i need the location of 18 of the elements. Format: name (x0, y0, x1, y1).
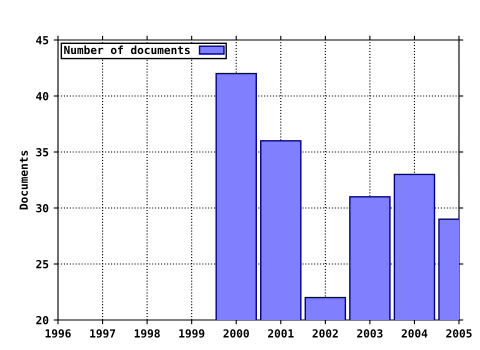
x-tick-label: 2003 (357, 329, 383, 338)
y-tick-label: 20 (36, 316, 48, 324)
x-tick-label: 1996 (46, 329, 71, 338)
x-tick-label: 1997 (90, 329, 116, 338)
x-tick-label: 2000 (223, 329, 249, 338)
legend-label: Number of documents (64, 46, 190, 54)
y-axis-title: Documents (20, 150, 28, 210)
y-tick-label: 25 (36, 260, 48, 268)
x-tick-label: 2001 (268, 329, 294, 338)
x-tick-label: 1998 (134, 329, 160, 338)
y-tick-label: 35 (36, 148, 48, 156)
y-tick-label: 40 (36, 92, 48, 100)
x-tick-label: 2004 (402, 329, 428, 338)
x-tick-label: 2005 (446, 329, 472, 338)
y-tick-label: 45 (36, 36, 48, 44)
x-tick-label: 2002 (312, 329, 338, 338)
y-tick-label: 30 (36, 204, 48, 212)
x-tick-label: 1999 (179, 329, 204, 338)
